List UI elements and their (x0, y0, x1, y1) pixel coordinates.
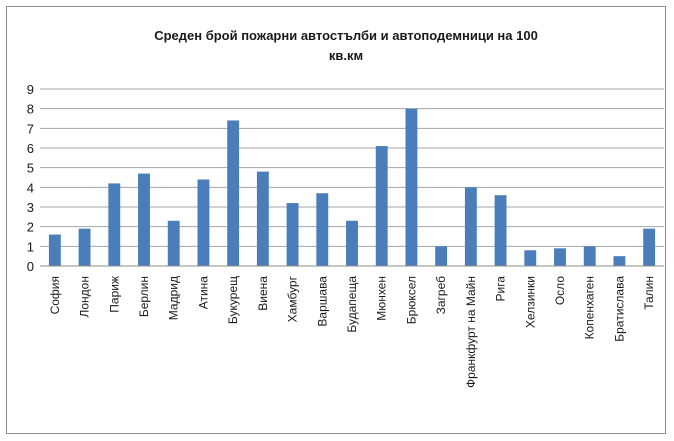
bar (48, 234, 61, 266)
x-tick-label: Мадрид (167, 276, 181, 320)
x-tick-label: Мюнхен (375, 276, 389, 321)
y-tick-label: 7 (27, 121, 34, 136)
bar (197, 179, 210, 266)
bar (346, 220, 358, 266)
y-tick-label: 4 (27, 180, 34, 195)
bar (286, 203, 299, 266)
bar (405, 108, 418, 267)
y-tick-label: 0 (27, 259, 34, 274)
y-tick-label: 1 (27, 239, 34, 254)
x-tick-label: Букурещ (226, 276, 240, 324)
x-tick-label: Копенхаген (583, 276, 597, 339)
x-tick-label: Варшава (315, 276, 329, 327)
x-tick-label: Брюксел (404, 276, 418, 324)
x-tick-label: Осло (553, 276, 567, 305)
y-tick-label: 5 (27, 161, 34, 176)
bar (643, 228, 656, 266)
bar (494, 195, 507, 266)
y-tick-label: 9 (27, 82, 34, 97)
bar (138, 173, 150, 266)
x-tick-label: Рига (494, 276, 508, 302)
x-tick-label: Берлин (137, 276, 151, 317)
x-tick-label: Хамбург (286, 275, 300, 322)
bar (524, 250, 537, 266)
x-tick-label: Талин (642, 276, 656, 310)
chart-title-line-1: Среден брой пожарни автостълби и автопод… (154, 28, 538, 43)
bar (108, 183, 121, 266)
y-axis-ticks: 0 1 2 3 4 5 6 7 8 9 (27, 82, 34, 274)
x-tick-label: Виена (256, 276, 270, 311)
x-tick-label: Будапеща (345, 276, 359, 333)
bar (613, 256, 626, 266)
bars (48, 108, 656, 267)
bar (78, 228, 91, 266)
bar (464, 187, 477, 266)
x-tick-label: Лондон (78, 276, 92, 317)
y-tick-label: 3 (27, 200, 34, 215)
x-tick-label: Атина (196, 276, 210, 310)
bar (256, 171, 269, 266)
bar (167, 220, 180, 266)
x-tick-label: Братислава (612, 276, 626, 342)
x-axis-labels: София Лондон Париж Берлин Мадрид Атина Букурещ… (48, 275, 656, 388)
bar (554, 248, 566, 266)
x-tick-label: Хелзинки (523, 276, 537, 328)
bar (375, 146, 388, 266)
x-tick-label: Париж (107, 276, 121, 313)
x-tick-label: София (48, 276, 62, 314)
y-tick-label: 8 (27, 102, 34, 117)
y-tick-label: 6 (27, 141, 34, 156)
bar (583, 246, 596, 266)
x-tick-label: Загреб (434, 276, 448, 315)
y-tick-label: 2 (27, 220, 34, 235)
bar (316, 193, 329, 266)
bar (435, 246, 448, 266)
x-tick-label: Франкфурт на Майн (464, 276, 478, 388)
chart-title-line-2: кв.км (329, 48, 363, 63)
bar (227, 120, 240, 266)
